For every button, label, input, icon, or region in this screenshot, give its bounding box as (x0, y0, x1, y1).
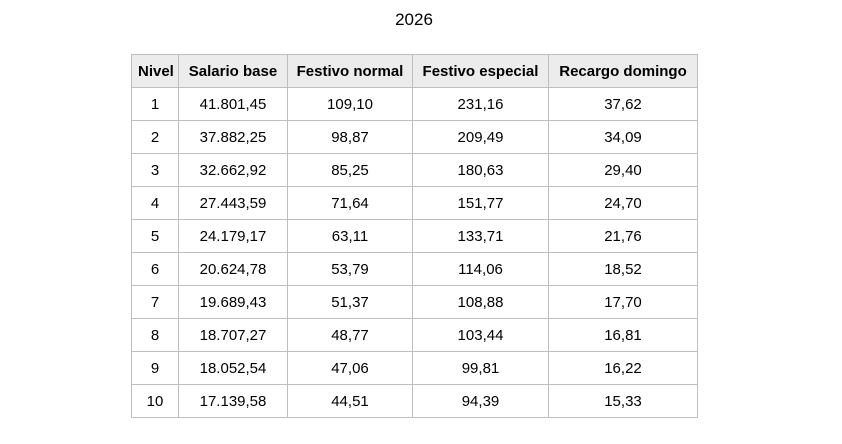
table-cell: 27.443,59 (178, 186, 288, 220)
table-cell: 2 (131, 120, 179, 154)
table-cell: 51,37 (287, 285, 413, 319)
table-cell: 37.882,25 (178, 120, 288, 154)
column-header: Festivo normal (287, 54, 413, 88)
table-cell: 94,39 (412, 384, 549, 418)
table-title: 2026 (395, 10, 433, 29)
table-cell: 109,10 (287, 87, 413, 121)
table-cell: 20.624,78 (178, 252, 288, 286)
table-cell: 21,76 (548, 219, 698, 253)
table-cell: 17,70 (548, 285, 698, 319)
column-header: Nivel (131, 54, 179, 88)
table-cell: 37,62 (548, 87, 698, 121)
table-cell: 17.139,58 (178, 384, 288, 418)
table-row: 4 27.443,59 71,64 151,77 24,70 (131, 186, 698, 220)
table-cell: 34,09 (548, 120, 698, 154)
column-header: Recargo domingo (548, 54, 698, 88)
table-row: 2 37.882,25 98,87 209,49 34,09 (131, 120, 698, 154)
table-row: 3 32.662,92 85,25 180,63 29,40 (131, 153, 698, 187)
table-cell: 24,70 (548, 186, 698, 220)
table-cell: 103,44 (412, 318, 549, 352)
table-cell: 1 (131, 87, 179, 121)
table-cell: 32.662,92 (178, 153, 288, 187)
table-row: 5 24.179,17 63,11 133,71 21,76 (131, 219, 698, 253)
table-cell: 5 (131, 219, 179, 253)
table-cell: 231,16 (412, 87, 549, 121)
salary-table-section: 2026 Nivel Salario base Festivo normal Fest… (131, 9, 698, 418)
table-cell: 16,22 (548, 351, 698, 385)
table-cell: 8 (131, 318, 179, 352)
table-cell: 29,40 (548, 153, 698, 187)
table-cell: 4 (131, 186, 179, 220)
table-cell: 41.801,45 (178, 87, 288, 121)
table-cell: 85,25 (287, 153, 413, 187)
table-cell: 19.689,43 (178, 285, 288, 319)
table-cell: 24.179,17 (178, 219, 288, 253)
table-cell: 98,87 (287, 120, 413, 154)
table-cell: 53,79 (287, 252, 413, 286)
table-row: 10 17.139,58 44,51 94,39 15,33 (131, 384, 698, 418)
table-cell: 114,06 (412, 252, 549, 286)
table-row: 1 41.801,45 109,10 231,16 37,62 (131, 87, 698, 121)
table-cell: 44,51 (287, 384, 413, 418)
table-cell: 18.707,27 (178, 318, 288, 352)
table-cell: 71,64 (287, 186, 413, 220)
table-cell: 18,52 (548, 252, 698, 286)
table-cell: 151,77 (412, 186, 549, 220)
column-header: Salario base (178, 54, 288, 88)
table-cell: 99,81 (412, 351, 549, 385)
table-body: 1 41.801,45 109,10 231,16 37,62 2 37.882,25 98,… (131, 87, 698, 418)
table-cell: 15,33 (548, 384, 698, 418)
salary-table: Nivel Salario base Festivo normal Festivo e… (131, 54, 698, 418)
table-cell: 7 (131, 285, 179, 319)
table-cell: 6 (131, 252, 179, 286)
table-cell: 108,88 (412, 285, 549, 319)
table-cell: 209,49 (412, 120, 549, 154)
table-cell: 63,11 (287, 219, 413, 253)
table-cell: 16,81 (548, 318, 698, 352)
table-row: 8 18.707,27 48,77 103,44 16,81 (131, 318, 698, 352)
table-row: 7 19.689,43 51,37 108,88 17,70 (131, 285, 698, 319)
column-header: Festivo especial (412, 54, 549, 88)
table-cell: 9 (131, 351, 179, 385)
table-cell: 48,77 (287, 318, 413, 352)
header-row: Nivel Salario base Festivo normal Festivo e… (131, 54, 698, 88)
table-row: 6 20.624,78 53,79 114,06 18,52 (131, 252, 698, 286)
table-cell: 180,63 (412, 153, 549, 187)
table-cell: 47,06 (287, 351, 413, 385)
table-cell: 10 (131, 384, 179, 418)
table-row: 9 18.052,54 47,06 99,81 16,22 (131, 351, 698, 385)
table-cell: 133,71 (412, 219, 549, 253)
table-cell: 3 (131, 153, 179, 187)
table-cell: 18.052,54 (178, 351, 288, 385)
